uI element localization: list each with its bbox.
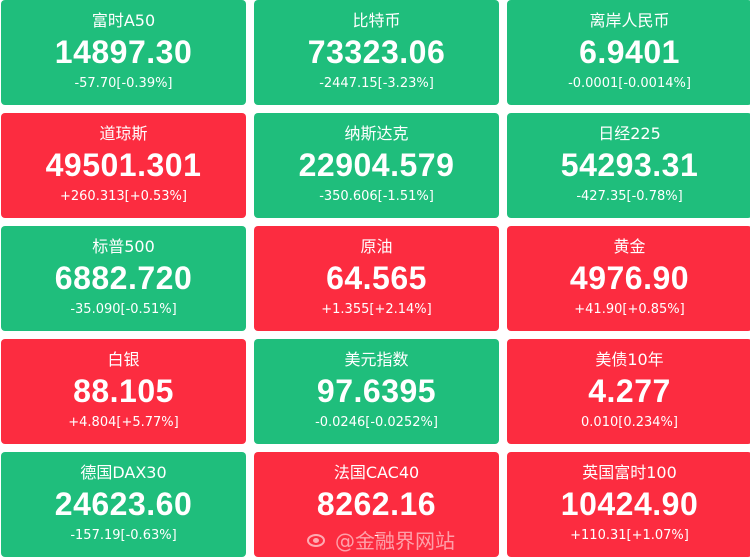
quote-price: 6.9401 [579,34,680,70]
quote-change: +1.355[+2.14%] [321,302,432,317]
quote-price: 14897.30 [54,34,193,70]
quote-tile-gold[interactable]: 黄金 4976.90 +41.90[+0.85%] [507,226,750,331]
quote-name: 标普500 [92,237,155,256]
quote-change: -57.70[-0.39%] [74,76,173,91]
quote-change: -427.35[-0.78%] [576,189,683,204]
quote-change: -157.19[-0.63%] [70,528,177,543]
quote-tile-crude-oil[interactable]: 原油 64.565 +1.355[+2.14%] [254,226,499,331]
quote-price: 64.565 [326,260,427,296]
quote-tile-us-10y-treasury[interactable]: 美债10年 4.277 0.010[0.234%] [507,339,750,444]
quote-price: 8262.16 [316,486,437,522]
quote-tile-bitcoin[interactable]: 比特币 73323.06 -2447.15[-3.23%] [254,0,499,105]
quote-change: 0.010[0.234%] [581,415,678,430]
quote-name: 道琼斯 [99,124,148,143]
quote-price: 88.105 [73,373,174,409]
quote-tile-nasdaq[interactable]: 纳斯达克 22904.579 -350.606[-1.51%] [254,113,499,218]
quote-price: 24623.60 [54,486,193,522]
quote-tile-ftse-a50[interactable]: 富时A50 14897.30 -57.70[-0.39%] [1,0,246,105]
quote-tile-silver[interactable]: 白银 88.105 +4.804[+5.77%] [1,339,246,444]
quote-change: -350.606[-1.51%] [319,189,434,204]
quote-tile-ftse-100[interactable]: 英国富时100 10424.90 +110.31[+1.07%] [507,452,750,557]
quote-tile-offshore-cny[interactable]: 离岸人民币 6.9401 -0.0001[-0.0014%] [507,0,750,105]
quote-change: +4.804[+5.77%] [68,415,179,430]
quote-price: 54293.31 [560,147,699,183]
quote-name: 白银 [107,350,140,369]
quote-tile-cac40[interactable]: 法国CAC40 8262.16 - [254,452,499,557]
quote-tile-dow-jones[interactable]: 道琼斯 49501.301 +260.313[+0.53%] [1,113,246,218]
quote-name: 英国富时100 [582,463,677,482]
quote-name: 黄金 [613,237,646,256]
quote-price: 97.6395 [316,373,437,409]
quote-change: -35.090[-0.51%] [70,302,177,317]
quote-name: 富时A50 [91,11,156,30]
quote-name: 美债10年 [595,350,664,369]
quote-name: 德国DAX30 [80,463,167,482]
quote-price: 4976.90 [569,260,690,296]
quote-name: 纳斯达克 [344,124,409,143]
quote-name: 法国CAC40 [333,463,420,482]
quote-tile-nikkei-225[interactable]: 日经225 54293.31 -427.35[-0.78%] [507,113,750,218]
quote-price: 49501.301 [45,147,202,183]
quote-tile-sp500[interactable]: 标普500 6882.720 -35.090[-0.51%] [1,226,246,331]
quote-name: 原油 [360,237,393,256]
quote-name: 比特币 [352,11,401,30]
quote-price: 6882.720 [54,260,193,296]
quote-change: -0.0001[-0.0014%] [568,76,691,91]
quote-change: -0.0246[-0.0252%] [315,415,438,430]
quote-price: 22904.579 [298,147,455,183]
quote-change: +41.90[+0.85%] [574,302,685,317]
quote-change: +110.31[+1.07%] [570,528,689,543]
quote-price: 73323.06 [307,34,446,70]
quote-change: +260.313[+0.53%] [60,189,187,204]
quote-change: -2447.15[-3.23%] [319,76,434,91]
quote-change: - [374,528,379,543]
quote-name: 离岸人民币 [589,11,670,30]
quote-name: 日经225 [598,124,661,143]
quote-price: 4.277 [588,373,671,409]
quote-tile-dax30[interactable]: 德国DAX30 24623.60 -157.19[-0.63%] [1,452,246,557]
quote-name: 美元指数 [344,350,409,369]
quote-tile-dollar-index[interactable]: 美元指数 97.6395 -0.0246[-0.0252%] [254,339,499,444]
quote-price: 10424.90 [560,486,699,522]
